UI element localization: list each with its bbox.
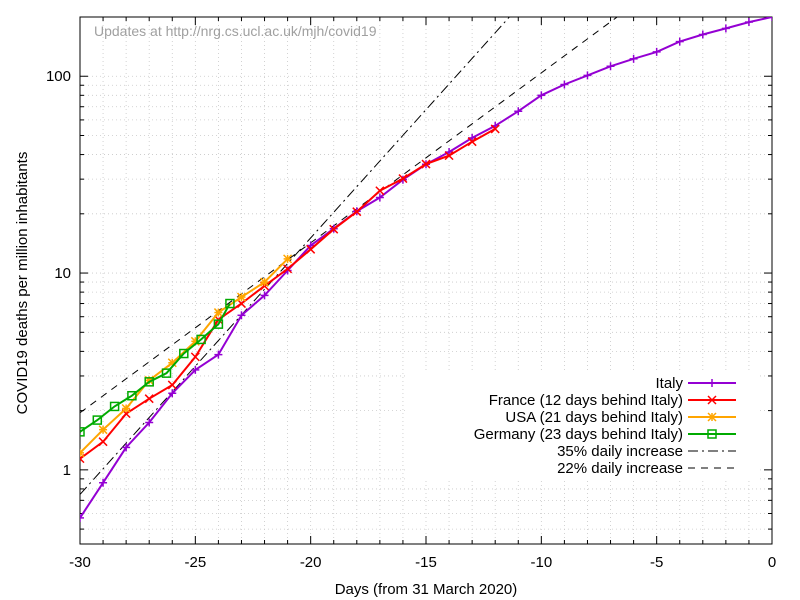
germany-data-point: [213, 319, 224, 329]
x-tick-label: -25: [184, 554, 206, 571]
x-tick-label: -5: [650, 554, 663, 571]
y-tick-label: 1: [63, 462, 71, 479]
legend-marker-sample: [707, 429, 717, 439]
france-data-point: [283, 264, 293, 274]
y-tick-label: 100: [46, 68, 71, 85]
x-tick-label: -20: [300, 554, 322, 571]
france-data-point: [352, 207, 362, 217]
italy-data-point: [652, 47, 661, 56]
france-data-point: [167, 380, 177, 390]
germany-series-line: [80, 303, 231, 433]
x-tick-label: -30: [69, 554, 91, 571]
usa-data-point: [98, 425, 108, 435]
france-data-point: [421, 159, 431, 169]
france-data-point: [329, 224, 339, 234]
usa-series-line: [80, 258, 289, 454]
legend-label: 22% daily increase: [557, 460, 683, 477]
y-axis-label: COVID19 deaths per million inhabitants: [14, 152, 31, 415]
italy-data-point: [191, 365, 200, 374]
italy-data-point: [99, 478, 108, 487]
legend-label: France (12 days behind Italy): [489, 392, 683, 409]
usa-data-point: [236, 292, 246, 302]
germany-data-point: [92, 415, 103, 425]
axes: -30 -25 -20 -15 -10 -5 0 1 10 100: [46, 16, 776, 571]
legend-label: USA (21 days behind Italy): [505, 409, 683, 426]
x-tick-label: -15: [415, 554, 437, 571]
italy-data-point: [237, 311, 246, 320]
italy-data-point: [768, 17, 772, 21]
y-tick-label: 10: [54, 265, 71, 282]
italy-data-point: [629, 54, 638, 63]
germany-data-point: [179, 348, 189, 359]
legend-entry-35pct: 35% daily increase: [557, 443, 736, 460]
series-layer: [80, 17, 772, 522]
legend-entry-germany: Germany (23 days behind Italy): [474, 426, 736, 443]
legend-marker-sample: [707, 412, 717, 422]
italy-data-point: [675, 37, 684, 46]
source-note: Updates at http://nrg.cs.ucl.ac.uk/mjh/c…: [94, 23, 377, 39]
usa-data-point: [167, 358, 177, 368]
legend-entry-usa: USA (21 days behind Italy): [505, 409, 736, 426]
legend-background: [405, 372, 760, 480]
legend-entry-france: France (12 days behind Italy): [489, 392, 736, 409]
italy-data-point: [168, 389, 177, 398]
legend-label: Germany (23 days behind Italy): [474, 426, 683, 443]
legend-label: Italy: [655, 375, 683, 392]
italy-data-point: [145, 418, 154, 427]
italy-data-point: [122, 443, 131, 452]
france-data-point: [236, 299, 246, 309]
legend-label: 35% daily increase: [557, 443, 683, 460]
italy-data-point: [560, 80, 569, 89]
usa-data-point: [260, 277, 270, 287]
legend-marker-sample: [707, 395, 717, 405]
italy-data-point: [537, 91, 546, 100]
italy-data-point: [583, 71, 592, 80]
italy-data-point: [514, 107, 523, 116]
germany-data-point: [80, 427, 85, 437]
france-data-point: [398, 174, 408, 184]
italy-data-point: [721, 24, 730, 33]
italy-data-point: [698, 30, 707, 39]
italy-data-point: [606, 62, 615, 71]
italy-data-point: [214, 350, 223, 359]
italy-data-point: [80, 513, 84, 522]
usa-data-point: [80, 448, 85, 458]
italy-data-point: [375, 193, 384, 202]
x-axis-label: Days (from 31 March 2020): [335, 581, 518, 598]
france-data-point: [490, 124, 500, 134]
germany-data-point: [196, 334, 206, 345]
x-tick-label: -10: [530, 554, 552, 571]
legend-entry-22pct: 22% daily increase: [557, 460, 736, 477]
france-data-point: [467, 137, 477, 147]
france-data-point: [375, 186, 385, 196]
germany-data-point: [161, 368, 172, 378]
usa-data-point: [283, 254, 293, 264]
germany-data-point: [144, 377, 154, 387]
legend-entry-italy: Italy: [655, 375, 736, 392]
france-data-point: [190, 352, 200, 362]
italy-data-point: [744, 18, 753, 27]
france-data-point: [98, 437, 108, 447]
legend-marker-sample: [708, 379, 716, 387]
usa-data-point: [121, 403, 131, 414]
reference-line-22pct: [80, 17, 618, 414]
usa-data-point: [213, 308, 223, 318]
france-data-point: [444, 151, 454, 161]
germany-data-point: [109, 401, 120, 412]
france-data-point: [306, 244, 316, 254]
x-tick-label: 0: [768, 554, 776, 571]
plot-area: [80, 17, 772, 522]
germany-data-point: [127, 390, 137, 401]
france-data-point: [144, 394, 154, 404]
italy-data-point: [260, 291, 269, 300]
germany-data-point: [225, 298, 235, 309]
